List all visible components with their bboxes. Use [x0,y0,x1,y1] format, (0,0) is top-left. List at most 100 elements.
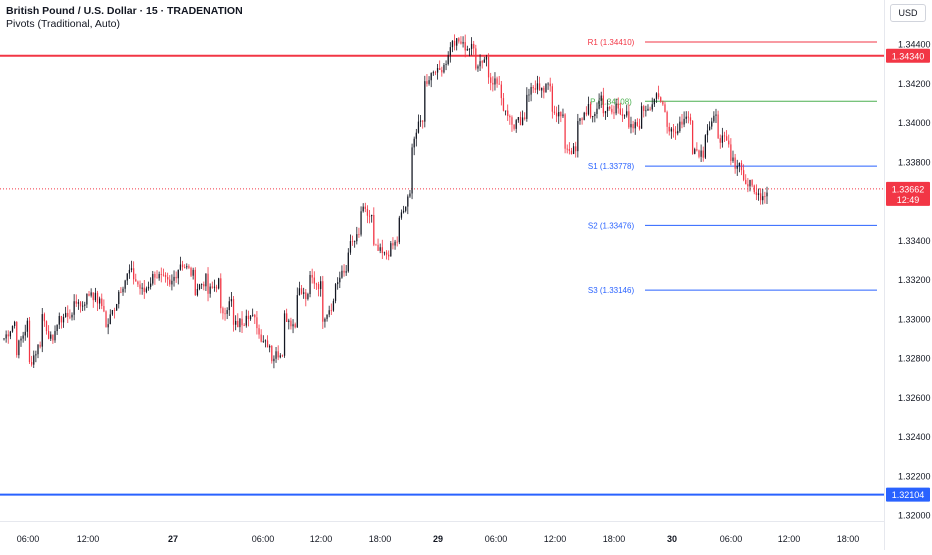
candle-body [296,295,298,328]
candle-body [507,110,509,116]
candle-body [171,280,173,285]
candle-body [39,344,41,347]
candle-body [177,269,179,279]
x-tick-label: 12:00 [310,534,333,544]
candle-body [249,315,252,320]
candle-body [424,81,426,122]
candle-body [290,320,292,327]
candle-body [360,211,362,235]
pivot-label-r1: R1 (1.34410) [588,38,635,47]
candle-body [632,124,634,129]
candle-body [69,316,71,318]
candle-body [445,64,447,65]
y-tick-label: 1.32600 [898,393,931,403]
candle-body [432,72,434,74]
x-tick-label: 18:00 [837,534,860,544]
candle-body [679,121,681,132]
candle-body [147,286,150,289]
candle-body [740,163,743,171]
candle-body [260,334,262,342]
y-tick-label: 1.33400 [898,236,931,246]
candle-body [715,114,717,116]
candle-body [479,61,481,67]
candle-body [594,113,596,116]
candle-body [498,83,500,85]
candle-body [689,117,692,121]
candle-body [549,83,551,87]
candle-body [694,149,696,154]
candle-body [517,117,519,121]
candle-body [292,324,294,327]
candle-body [188,266,190,268]
indicator-legend[interactable]: Pivots (Traditional, Auto) [6,18,120,30]
pivot-label-s3: S3 (1.33146) [588,286,635,295]
candle-body [543,87,545,93]
candle-body [409,193,411,197]
y-tick-label: 1.33000 [898,314,931,324]
candle-body [696,149,698,151]
candle-body [332,300,335,311]
candle-body [422,120,424,122]
candle-body [60,316,63,323]
candle-body [619,108,621,115]
candle-body [400,212,403,218]
candle-body [16,321,18,356]
currency-button[interactable]: USD [890,4,926,22]
candle-body [562,114,564,117]
candle-body [413,138,415,148]
candle-body [534,88,536,90]
candle-body [137,281,139,285]
candle-body [228,301,230,311]
candle-body [572,146,575,154]
candle-body [196,289,199,296]
candle-body [373,214,375,245]
candle-body [96,292,99,304]
candle-body [630,124,632,128]
candle-body [211,286,213,288]
candle-body [220,278,222,309]
candle-body [592,115,594,118]
x-tick-label: 06:00 [720,534,743,544]
candle-body [101,298,103,307]
candle-body [587,104,590,115]
candle-body [358,234,360,235]
candle-body [345,271,347,273]
candle-body [224,313,226,315]
candle-body [677,131,679,134]
candle-body [530,87,532,95]
candle-body [462,42,464,44]
candle-body [732,157,734,161]
candle-body [243,325,245,327]
price-axis-divider [884,0,885,550]
candle-body [577,121,579,152]
candle-body [364,206,366,209]
candle-body [723,135,726,137]
candle-body [683,118,685,125]
candle-body [515,120,517,129]
candle-body [11,325,14,332]
candle-body [385,252,388,255]
candle-body [133,268,135,280]
candle-body [564,114,566,149]
candle-body [566,148,568,150]
candle-body [666,112,668,127]
symbol-title[interactable]: British Pound / U.S. Dollar · 15 · TRADE… [6,5,243,17]
candle-body [702,150,704,158]
candle-body [492,82,494,85]
candle-body [645,110,647,112]
candle-body [88,293,90,296]
candle-body [169,279,171,285]
candle-body [585,112,587,115]
candle-body [509,115,511,118]
candle-body [111,310,114,315]
candle-body [606,106,609,112]
candle-body [766,192,768,197]
candle-body [303,292,305,294]
x-tick-label: 06:00 [252,534,275,544]
candle-body [62,317,65,323]
candle-body [519,117,522,126]
candle-body [558,112,560,117]
candle-body [279,355,281,358]
